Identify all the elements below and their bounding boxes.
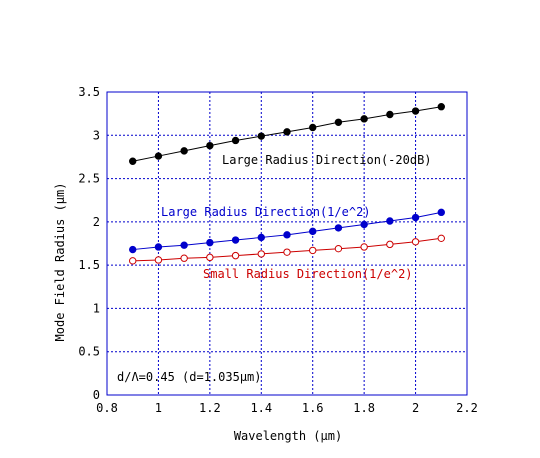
data-point: [437, 208, 445, 217]
data-point: [309, 246, 317, 255]
series-label-large-1e2: Large Radius Direction(1/e^2): [161, 205, 371, 219]
data-point: [206, 141, 214, 150]
data-point: [231, 136, 240, 145]
x-tick-label: 1: [155, 401, 162, 415]
data-point: [334, 224, 343, 232]
data-point: [283, 128, 291, 136]
data-point: [206, 253, 214, 262]
data-point: [180, 254, 188, 262]
data-point: [360, 115, 368, 123]
data-point: [386, 240, 394, 249]
x-tick-label: 1.8: [353, 401, 375, 415]
series-2: [129, 234, 445, 265]
x-tick-label: 1.2: [199, 401, 221, 415]
x-tick-label: 1.4: [250, 401, 272, 415]
data-point: [257, 132, 265, 140]
y-tick-label: 3.5: [78, 85, 100, 99]
data-point: [154, 256, 163, 264]
annotation-text: d/Λ=0.45 (d=1.035μm): [117, 370, 262, 384]
data-point: [283, 248, 291, 256]
data-point: [386, 217, 394, 225]
y-tick-label: 1: [93, 301, 100, 315]
x-tick-label: 1.6: [302, 401, 324, 415]
data-point: [154, 152, 163, 160]
data-point: [206, 238, 214, 247]
x-tick-label: 2.2: [456, 401, 478, 415]
data-point: [231, 236, 240, 244]
data-point: [386, 110, 394, 119]
data-point: [360, 220, 368, 229]
data-point: [411, 107, 420, 115]
data-point: [129, 245, 137, 254]
y-tick-label: 3: [93, 128, 100, 142]
data-point: [283, 231, 291, 239]
y-axis-label: Mode Field Radius (μm): [53, 183, 67, 342]
grid: [107, 92, 467, 395]
data-point: [309, 123, 317, 132]
data-point: [334, 244, 343, 253]
x-axis-label: Wavelength (μm): [234, 429, 342, 443]
data-point: [360, 243, 368, 251]
data-point: [334, 118, 343, 127]
x-tick-label: 2: [412, 401, 419, 415]
data-point: [180, 147, 188, 155]
data-point: [257, 233, 265, 242]
data-point: [231, 251, 240, 260]
y-tick-label: 2.5: [78, 172, 100, 186]
series-layer: [129, 103, 445, 265]
series-label-small-1e2: Small Radius Direction(1/e^2): [203, 267, 413, 281]
data-point: [411, 213, 420, 222]
data-point: [437, 234, 445, 243]
ticks: 0.8 1 1.2 1.4 1.6 1.8 2 2.2 0 0.5 1 1.5 2 2.5 3 3.5: [78, 85, 478, 415]
plot-frame: [106, 91, 468, 396]
y-tick-label: 2: [93, 215, 100, 229]
series-label-large-20db: Large Radius Direction(-20dB): [222, 153, 432, 167]
data-point: [309, 227, 317, 236]
series-0: [129, 103, 445, 165]
series-1: [129, 208, 445, 254]
data-point: [411, 238, 420, 246]
data-point: [154, 243, 163, 251]
y-tick-label: 0.5: [78, 345, 100, 359]
data-point: [180, 241, 188, 249]
data-point: [129, 157, 137, 165]
y-tick-label: 1.5: [78, 258, 100, 272]
y-tick-label: 0: [93, 388, 100, 402]
data-point: [129, 257, 137, 265]
data-point: [257, 250, 265, 258]
x-tick-label: 0.8: [96, 401, 118, 415]
data-point: [437, 103, 445, 111]
